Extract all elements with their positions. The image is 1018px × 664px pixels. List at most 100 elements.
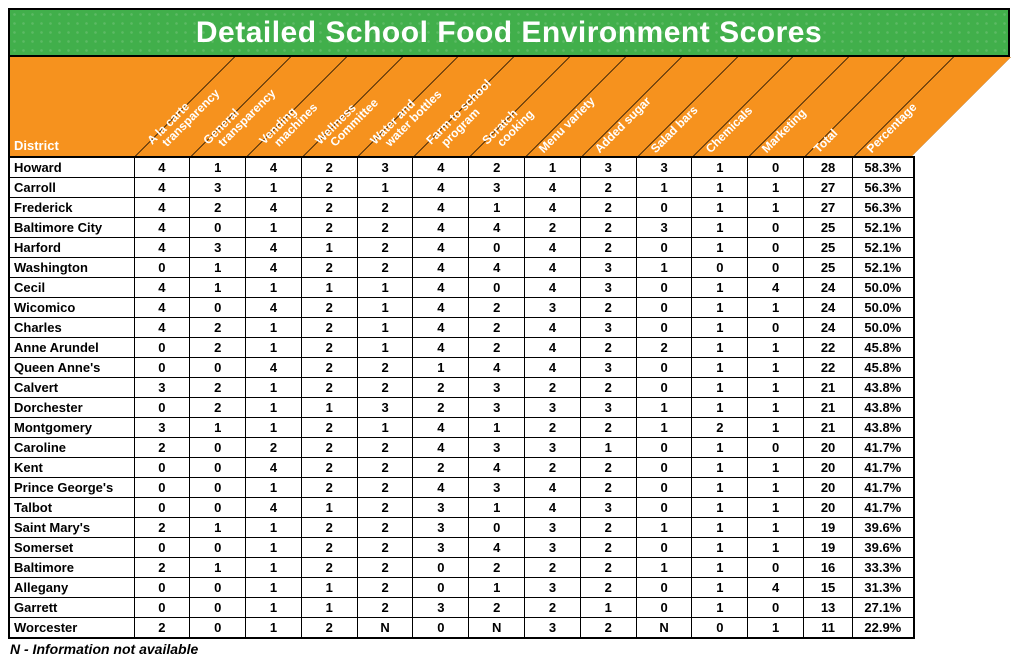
district-column-header: District [14,138,59,153]
score-cell: 0 [412,557,470,578]
score-cell: 3 [412,497,470,518]
score-cell: 3 [579,277,637,298]
district-cell: Baltimore City [8,217,135,238]
total-cell: 24 [803,297,854,318]
column-header-chemicals: Chemicals [702,103,756,156]
score-cell: 2 [524,457,581,478]
percentage-cell: 52.1% [852,257,915,278]
district-cell: Saint Mary's [8,517,135,538]
district-cell: Prince George's [8,477,135,498]
score-cell: 2 [300,457,358,478]
column-header-salad-bars: Salad bars [647,102,701,156]
column-header-percentage: Percentage [863,100,920,156]
percentage-cell: 27.1% [852,597,915,618]
score-cell: 3 [524,517,581,538]
score-cell: 0 [468,237,526,258]
total-cell: 27 [803,197,854,218]
score-cell: 0 [747,597,805,618]
score-cell: 4 [468,357,526,378]
score-cell: 0 [189,217,247,238]
table-row: Harford 4 3 4 1 2 4 0 4 2 0 1 0 25 52.1% [8,237,915,258]
score-cell: 1 [691,377,749,398]
percentage-cell: 33.3% [852,557,915,578]
district-cell: Somerset [8,537,135,558]
score-cell: 0 [635,277,693,298]
percentage-cell: 41.7% [852,437,915,458]
score-cell: 2 [635,337,693,358]
score-cell: 1 [747,177,805,198]
table-row: Frederick 4 2 4 2 2 4 1 4 2 0 1 1 27 56.3% [8,197,915,218]
column-header-wellness-committee: Wellness Committee [312,95,381,150]
score-cell: 4 [245,257,302,278]
score-cell: 1 [245,477,302,498]
score-cell: 3 [356,156,414,178]
score-cell: 2 [579,577,637,598]
score-cell: 4 [245,497,302,518]
score-cell: 4 [524,357,581,378]
score-cell: 2 [133,617,191,639]
score-cell: 1 [747,297,805,318]
score-cell: 1 [691,337,749,358]
score-cell: 2 [356,197,414,218]
district-cell: Howard [8,156,135,178]
score-cell: 1 [189,156,247,178]
score-cell: 0 [133,257,191,278]
score-cell: 2 [579,177,637,198]
score-cell: 2 [189,377,247,398]
score-cell: 2 [356,457,414,478]
score-cell: 4 [133,197,191,218]
table-row: Worcester 2 0 1 2 N 0 N 3 2 N 0 1 11 22.9% [8,617,915,639]
district-cell: Wicomico [8,297,135,318]
score-cell: 4 [412,297,470,318]
score-cell: 2 [468,557,526,578]
score-cell: 1 [691,357,749,378]
score-cell: 4 [524,237,581,258]
score-cell: 1 [635,397,693,418]
score-cell: 2 [245,437,302,458]
score-cell: 2 [133,517,191,538]
score-cell: 3 [524,437,581,458]
score-cell: 4 [245,237,302,258]
score-cell: 1 [747,617,805,639]
score-cell: 1 [412,357,470,378]
score-cell: 2 [468,337,526,358]
column-header-total: Total [810,126,841,156]
score-cell: 0 [133,597,191,618]
score-cell: 1 [356,277,414,298]
score-cell: 3 [524,537,581,558]
score-cell: 0 [468,517,526,538]
score-cell: 4 [245,457,302,478]
score-cell: 2 [356,237,414,258]
score-cell: 2 [524,417,581,438]
score-cell: 2 [579,477,637,498]
score-cell: 0 [133,397,191,418]
score-cell: 2 [356,377,414,398]
score-cell: 3 [468,477,526,498]
score-cell: 4 [133,217,191,238]
score-cell: 2 [300,156,358,178]
total-cell: 20 [803,437,854,458]
score-cell: 3 [635,156,693,178]
score-cell: N [356,617,414,639]
score-cell: 0 [635,477,693,498]
score-cell: 2 [300,357,358,378]
district-cell: Charles [8,317,135,338]
score-cell: 1 [300,277,358,298]
score-cell: 3 [524,297,581,318]
percentage-cell: 41.7% [852,477,915,498]
score-cell: 1 [747,457,805,478]
score-cell: 4 [524,277,581,298]
total-cell: 15 [803,577,854,598]
score-cell: 4 [133,277,191,298]
score-cell: 2 [300,517,358,538]
score-cell: 2 [412,397,470,418]
total-cell: 22 [803,357,854,378]
score-cell: 1 [691,457,749,478]
score-cell: 1 [691,397,749,418]
district-cell: Baltimore [8,557,135,578]
score-cell: 1 [356,317,414,338]
table-row: Dorchester 0 2 1 1 3 2 3 3 3 1 1 1 21 43.8% [8,397,915,418]
total-cell: 25 [803,257,854,278]
score-cell: 1 [691,177,749,198]
score-cell: 0 [635,597,693,618]
